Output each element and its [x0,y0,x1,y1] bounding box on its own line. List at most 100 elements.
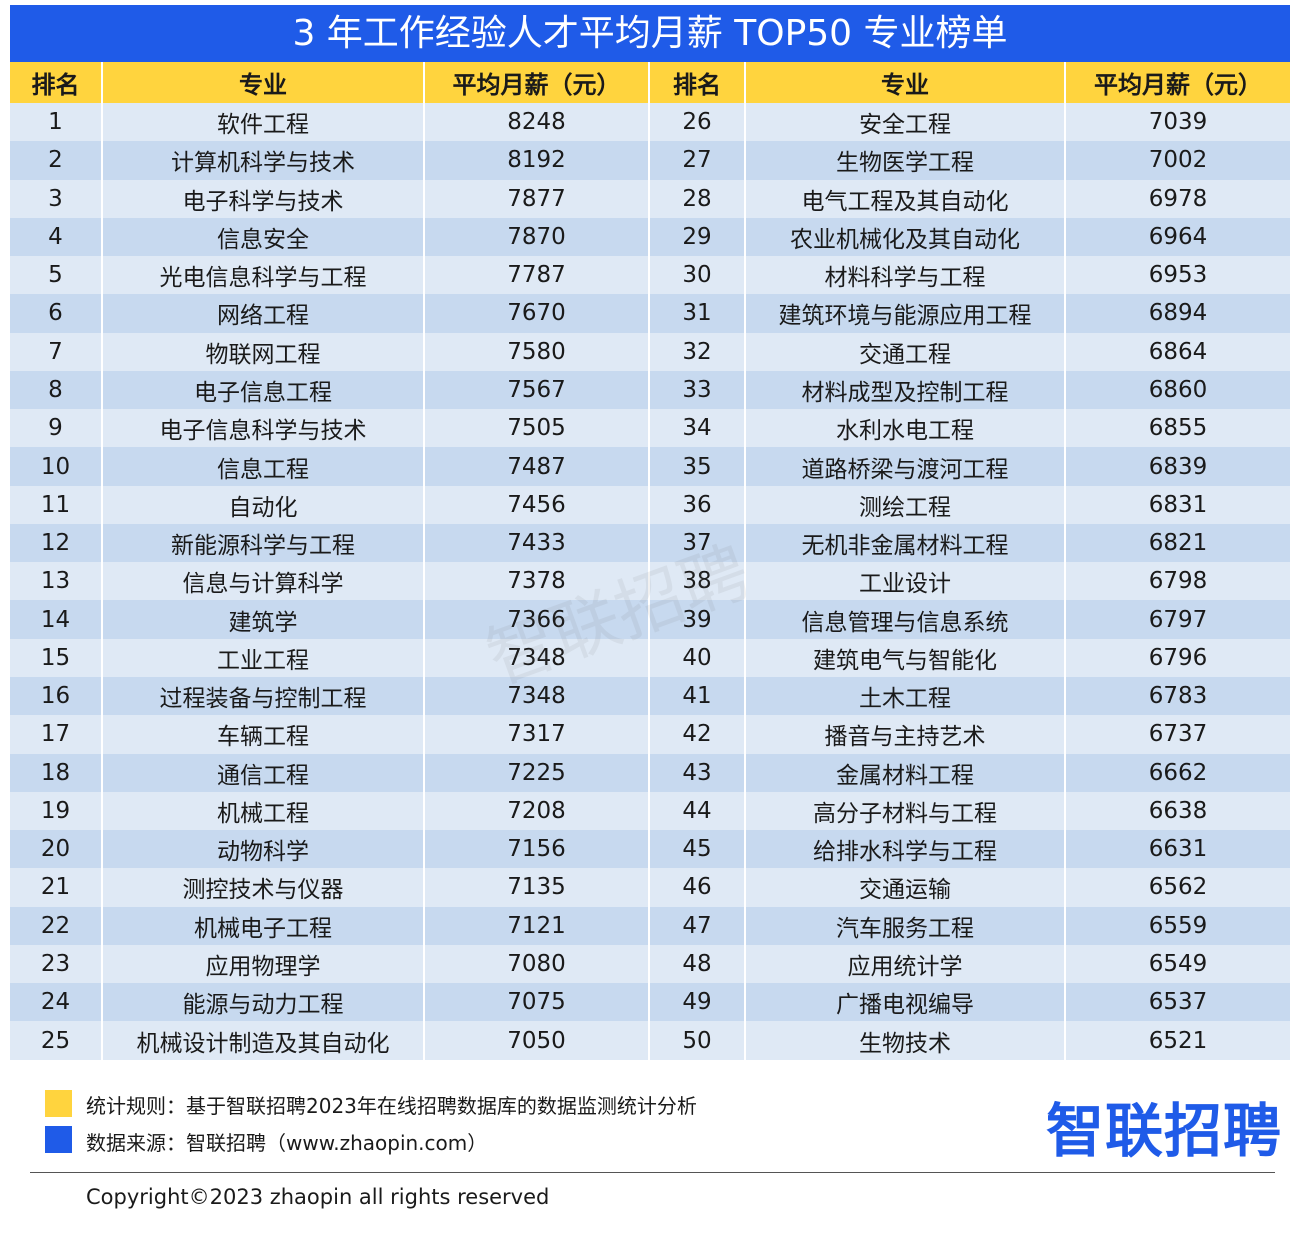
rank-cell: 21 [10,868,103,907]
rank-cell: 11 [10,485,103,524]
salary-cell: 6737 [1066,715,1290,754]
rank-cell: 48 [650,944,746,984]
rank-cell: 19 [10,791,103,831]
salary-cell: 6821 [1066,523,1290,563]
major-cell: 测控技术与仪器 [103,868,425,907]
major-cell: 土木工程 [746,676,1066,716]
rank-cell: 16 [10,676,103,716]
major-cell: 能源与动力工程 [103,983,425,1022]
rank-cell: 40 [650,638,746,677]
salary-cell: 8248 [425,103,650,142]
salary-cell: 7075 [425,983,650,1022]
major-cell: 电子信息科学与技术 [103,409,425,448]
rank-cell: 34 [650,409,746,448]
major-cell: 测绘工程 [746,485,1066,524]
rank-cell: 10 [10,447,103,486]
rank-cell: 15 [10,638,103,677]
major-cell: 软件工程 [103,103,425,142]
rank-cell: 3 [10,179,103,218]
salary-cell: 6978 [1066,179,1290,218]
major-cell: 通信工程 [103,753,425,792]
divider [30,1172,1275,1173]
major-cell: 金属材料工程 [746,753,1066,792]
salary-cell: 6860 [1066,370,1290,410]
rank-cell: 14 [10,600,103,639]
rank-cell: 13 [10,562,103,601]
salary-cell: 7580 [425,332,650,371]
major-cell: 应用物理学 [103,944,425,984]
header-cell: 排名 [650,62,746,103]
major-cell: 电气工程及其自动化 [746,179,1066,218]
major-cell: 工业工程 [103,638,425,677]
major-cell: 信息工程 [103,447,425,486]
major-cell: 建筑学 [103,600,425,639]
rank-cell: 26 [650,103,746,142]
rank-cell: 36 [650,485,746,524]
major-cell: 动物科学 [103,830,425,869]
rank-cell: 12 [10,523,103,563]
major-cell: 机械设计制造及其自动化 [103,1021,425,1060]
rank-cell: 29 [650,217,746,257]
rank-cell: 33 [650,370,746,410]
copyright: Copyright©2023 zhaopin all rights reserv… [86,1185,550,1209]
rank-cell: 24 [10,983,103,1022]
salary-cell: 6964 [1066,217,1290,257]
salary-cell: 7317 [425,715,650,754]
salary-cell: 6549 [1066,944,1290,984]
major-cell: 道路桥梁与渡河工程 [746,447,1066,486]
rank-cell: 7 [10,332,103,371]
salary-cell: 7080 [425,944,650,984]
major-cell: 电子信息工程 [103,370,425,410]
salary-cell: 7348 [425,638,650,677]
header-cell: 专业 [746,62,1066,103]
salary-cell: 7121 [425,906,650,945]
rank-cell: 9 [10,409,103,448]
rank-cell: 50 [650,1021,746,1060]
rank-cell: 27 [650,141,746,180]
major-cell: 信息管理与信息系统 [746,600,1066,639]
major-cell: 给排水科学与工程 [746,830,1066,869]
major-cell: 农业机械化及其自动化 [746,217,1066,257]
rank-cell: 35 [650,447,746,486]
rank-cell: 43 [650,753,746,792]
salary-cell: 7135 [425,868,650,907]
salary-cell: 7225 [425,753,650,792]
salary-cell: 6953 [1066,256,1290,295]
rank-cell: 38 [650,562,746,601]
salary-cell: 6783 [1066,676,1290,716]
major-cell: 水利水电工程 [746,409,1066,448]
rank-cell: 18 [10,753,103,792]
major-cell: 机械电子工程 [103,906,425,945]
salary-cell: 6839 [1066,447,1290,486]
major-cell: 播音与主持艺术 [746,715,1066,754]
rank-cell: 8 [10,370,103,410]
major-cell: 机械工程 [103,791,425,831]
major-cell: 过程装备与控制工程 [103,676,425,716]
footer-note: 统计规则：基于智联招聘2023年在线招聘数据库的数据监测统计分析 [86,1094,697,1118]
salary-cell: 8192 [425,141,650,180]
salary-cell: 6864 [1066,332,1290,371]
rank-cell: 31 [650,294,746,333]
rank-cell: 1 [10,103,103,142]
major-cell: 光电信息科学与工程 [103,256,425,295]
footer-note: 数据来源：智联招聘（www.zhaopin.com） [86,1131,488,1155]
salary-cell: 6855 [1066,409,1290,448]
salary-cell: 6631 [1066,830,1290,869]
salary-cell: 6894 [1066,294,1290,333]
rank-cell: 45 [650,830,746,869]
salary-cell: 7208 [425,791,650,831]
rank-cell: 47 [650,906,746,945]
legend-square-blue [45,1126,72,1153]
salary-cell: 6559 [1066,906,1290,945]
salary-cell: 7787 [425,256,650,295]
major-cell: 生物技术 [746,1021,1066,1060]
salary-cell: 7378 [425,562,650,601]
salary-cell: 6796 [1066,638,1290,677]
salary-cell: 7050 [425,1021,650,1060]
logo: 智联招聘 [1046,1097,1283,1165]
salary-cell: 7505 [425,409,650,448]
salary-cell: 6831 [1066,485,1290,524]
title: 3 年工作经验人才平均月薪 TOP50 专业榜单 [10,5,1290,62]
salary-cell: 6638 [1066,791,1290,831]
